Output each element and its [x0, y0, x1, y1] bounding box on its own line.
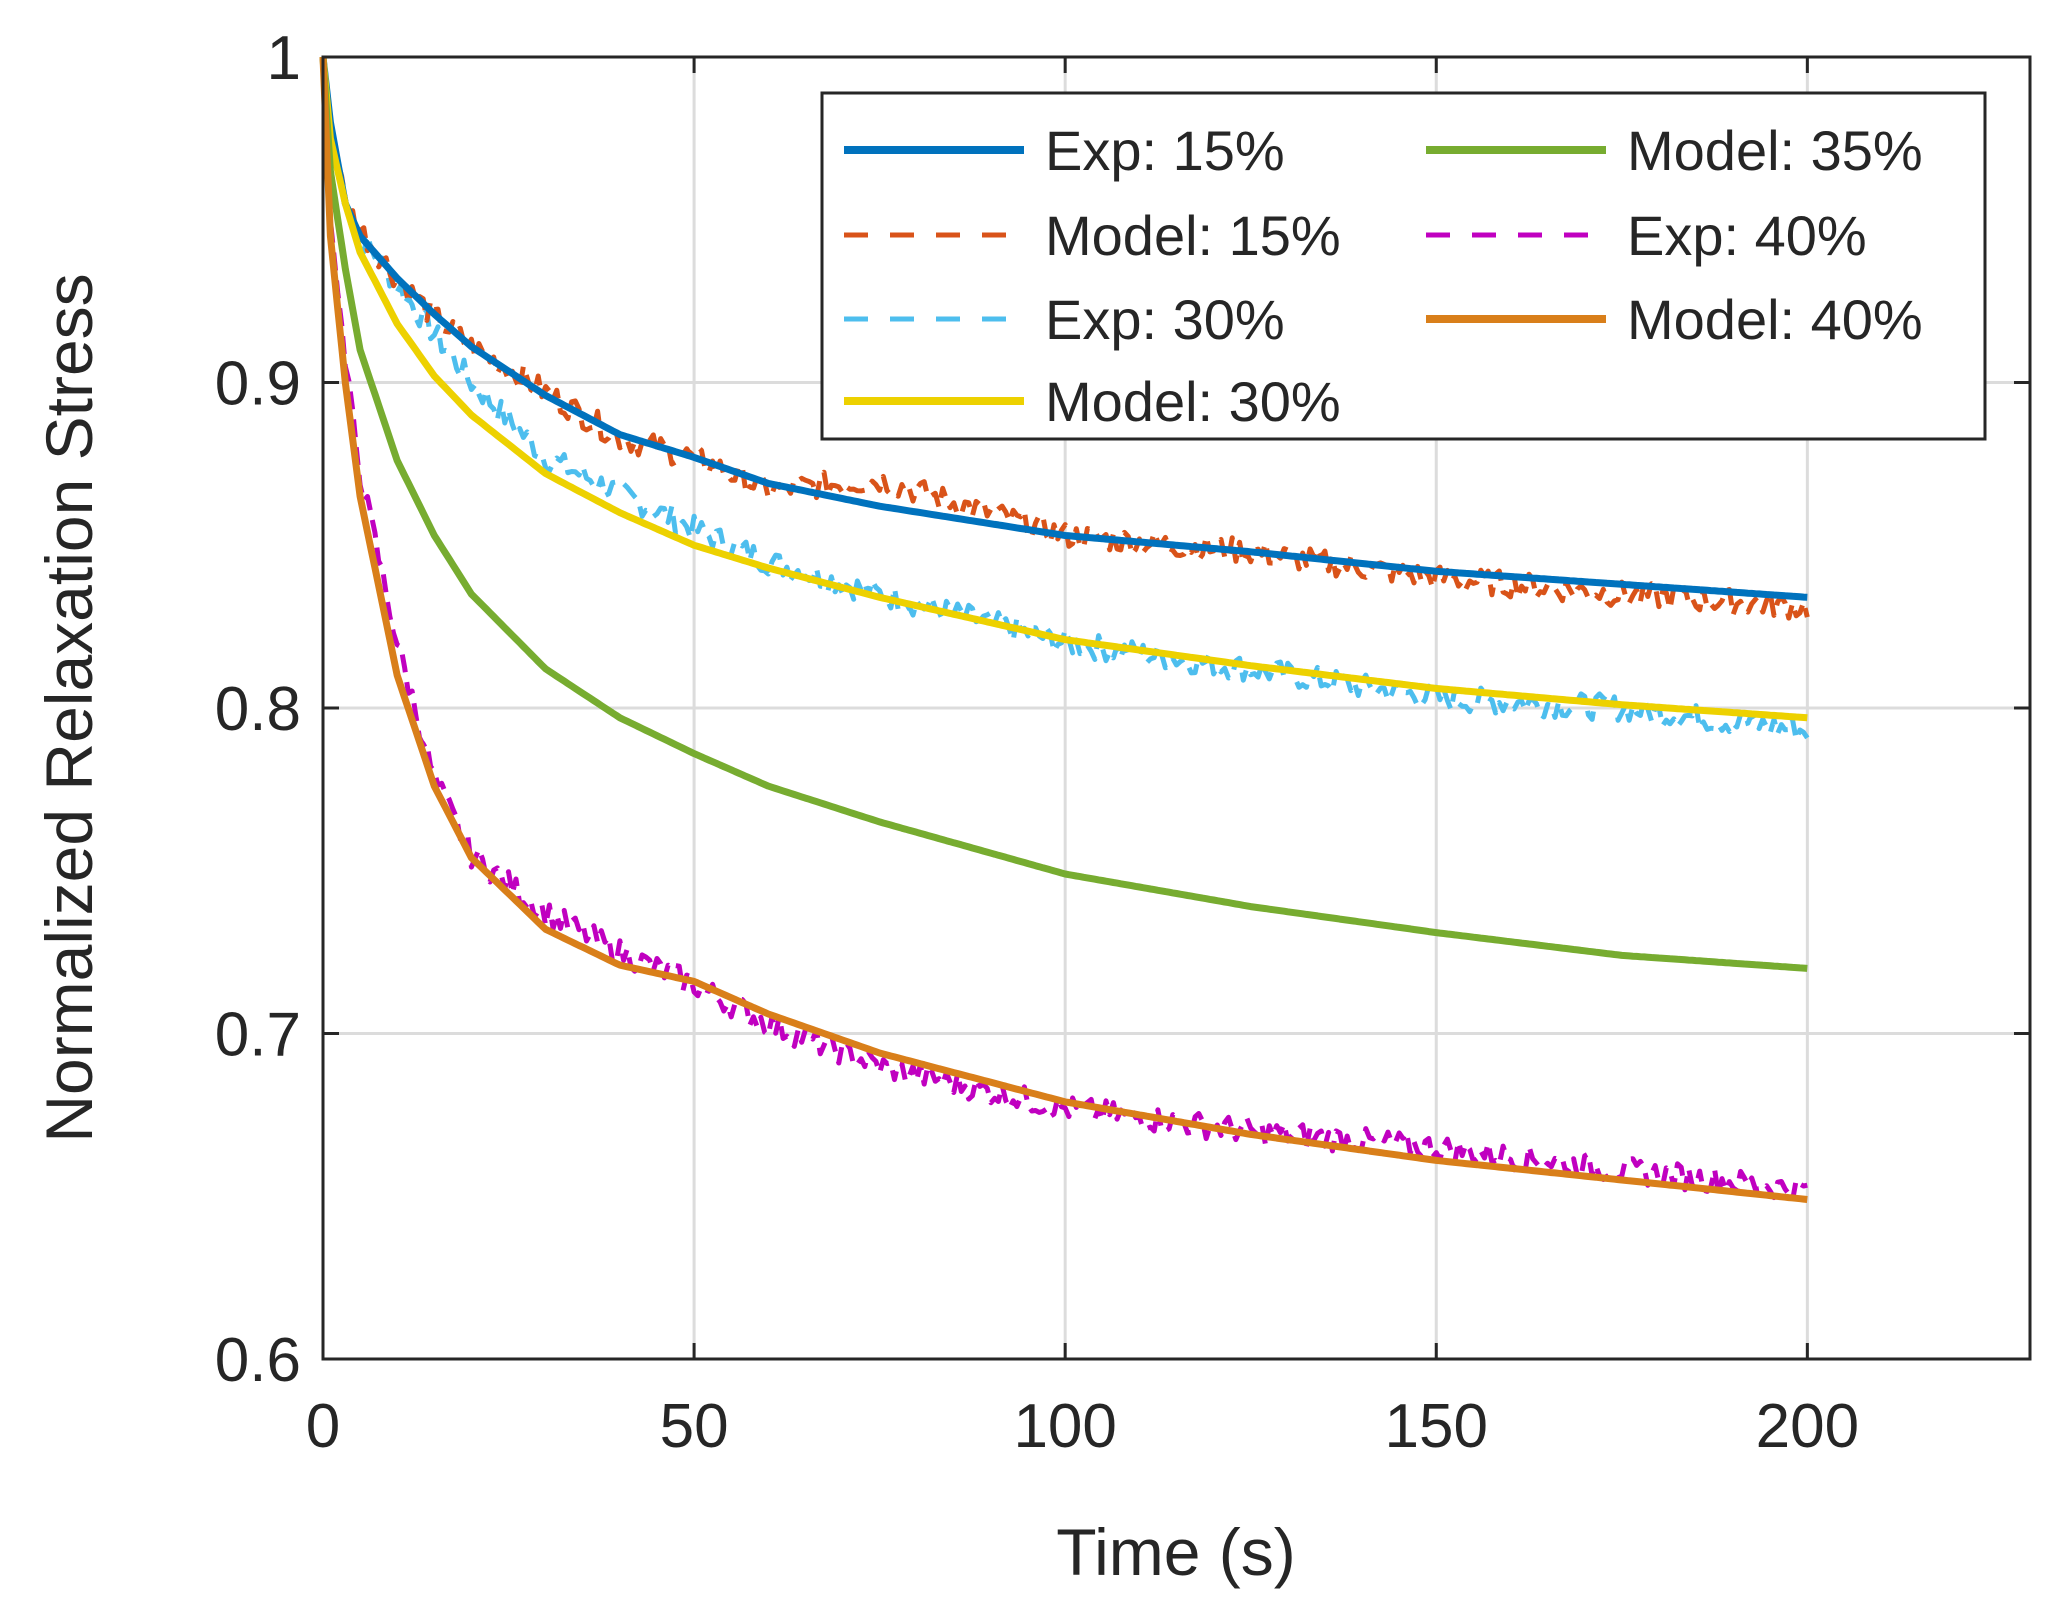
ticks-layer: 0 50 100 150 200 0.6 0.7 0.8 0.9 1	[215, 24, 2030, 1461]
legend-label-exp-30: Exp: 30%	[1045, 288, 1285, 351]
y-axis-label: Normalized Relaxation Stress	[32, 273, 106, 1142]
legend-label-model-40: Model: 40%	[1627, 288, 1923, 351]
x-tick-label: 100	[1013, 1392, 1116, 1461]
y-tick-label: 0.9	[215, 350, 301, 419]
y-tick-label: 0.8	[215, 675, 301, 744]
y-tick-label: 0.6	[215, 1326, 301, 1395]
y-tick-label: 0.7	[215, 1001, 301, 1070]
legend-label-model-35: Model: 35%	[1627, 119, 1923, 182]
legend-label-exp-40: Exp: 40%	[1627, 204, 1867, 267]
legend-label-model-30: Model: 30%	[1045, 370, 1341, 433]
series-line-model-35	[319, 56, 1808, 972]
legend-label-model-15: Model: 15%	[1045, 204, 1341, 267]
x-tick-label: 0	[306, 1392, 340, 1461]
x-tick-label: 200	[1756, 1392, 1859, 1461]
series-line-exp-15	[319, 56, 1808, 601]
x-tick-label: 150	[1385, 1392, 1488, 1461]
series-layer	[319, 56, 1810, 1204]
x-tick-label: 50	[660, 1392, 729, 1461]
legend: Exp: 15% Model: 15% Exp: 30% Model: 30% Mode…	[820, 91, 1987, 441]
legend-label-exp-15: Exp: 15%	[1045, 119, 1285, 182]
series-line-model-30	[319, 56, 1808, 722]
x-axis-label: Time (s)	[1056, 1515, 1296, 1589]
series-line-model-40	[319, 56, 1808, 1203]
y-tick-label: 1	[267, 24, 301, 93]
series-line-exp-40	[320, 56, 1808, 1204]
series-line-model-15	[320, 56, 1810, 621]
series-line-exp-30	[320, 56, 1810, 743]
